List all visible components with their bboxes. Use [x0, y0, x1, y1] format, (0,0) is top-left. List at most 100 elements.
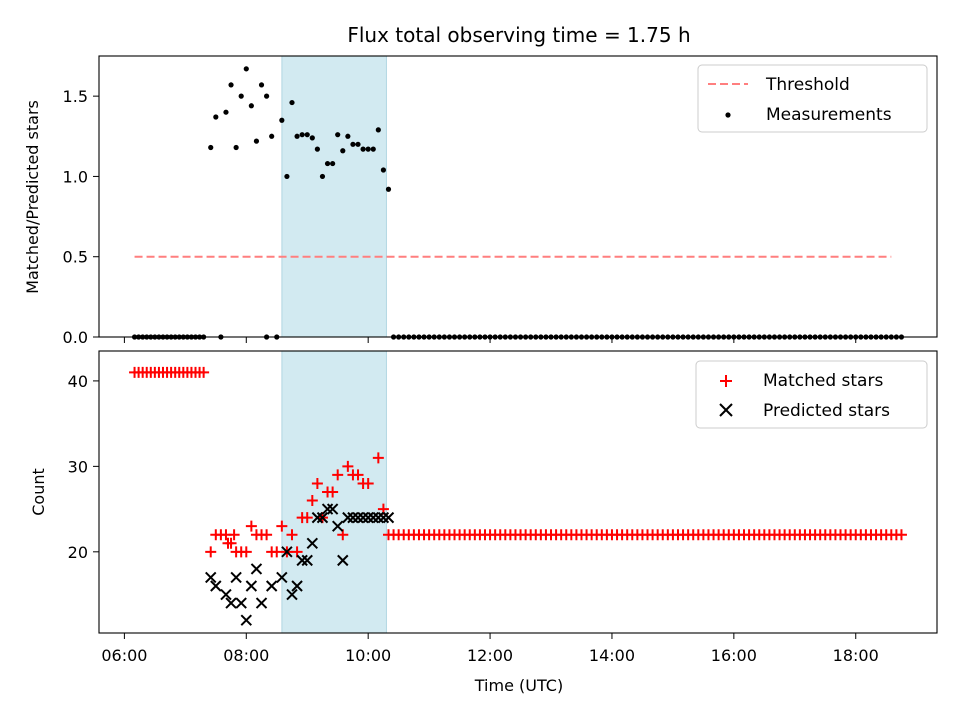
top-highlight-span	[281, 55, 387, 338]
bottom-series-1-point-25	[347, 511, 359, 524]
bottom-series-1-point-30	[372, 511, 385, 524]
xtick-label-3: 12:00	[467, 646, 513, 665]
bottom-series-1-point-17	[306, 537, 319, 549]
top-panel: 0.0 0.5 1.0 1.5 Matched/Predicted stars Thr…	[23, 55, 938, 347]
bottom-series-0-point-24	[228, 529, 240, 541]
bottom-series-1-point-32	[382, 511, 395, 524]
bottom-series-1-point-10	[265, 580, 278, 592]
top-series-0-point-21	[208, 144, 214, 151]
bottom-ytick-label-1: 30	[68, 457, 88, 476]
top-series-0-point-36	[294, 133, 300, 139]
top-series-0-point-33	[279, 117, 285, 123]
top-series-0-point-53	[380, 167, 387, 173]
top-series-0-point-48	[355, 141, 361, 147]
top-series-0-point-27	[243, 66, 249, 72]
xlabel: Time (UTC)	[474, 676, 563, 695]
bottom-series-0-point-40	[306, 495, 318, 507]
top-series-0-point-37	[299, 132, 305, 138]
legend-matched-swatch	[720, 375, 732, 387]
top-series-0-point-39	[309, 135, 315, 141]
top-series-0-point-41	[319, 173, 326, 180]
legend-measurements-label: Measurements	[766, 105, 892, 125]
bottom-series-1-point-16	[301, 554, 313, 567]
bottom-series-0-point-18	[205, 546, 217, 558]
top-ylabel: Matched/Predicted stars	[23, 100, 42, 294]
bottom-series-1-point-5	[235, 597, 247, 609]
bottom-series-1-point-9	[255, 597, 268, 609]
xtick-label-5: 16:00	[711, 646, 757, 665]
top-series-0-point-29	[253, 138, 260, 144]
bottom-series-0-point-36	[286, 529, 298, 541]
bottom-legend: Matched stars Predicted stars	[695, 360, 928, 429]
xtick-label-6: 18:00	[833, 646, 879, 665]
top-series-0-point-31	[264, 93, 270, 99]
top-series-0-point-32	[269, 133, 275, 139]
bottom-series-1-point-20	[321, 503, 334, 515]
bottom-series-0-point-155	[895, 529, 907, 541]
bottom-series-1-point-13	[286, 588, 298, 601]
top-series-0-point-30	[258, 82, 265, 88]
top-series-0-point-49	[360, 146, 366, 152]
xtick-label-4: 14:00	[589, 646, 635, 665]
bottom-series-1-point-29	[367, 511, 379, 524]
top-series-0-point-38	[304, 132, 310, 138]
top-series-0-point-42	[324, 160, 331, 167]
top-series-0-point-28	[248, 103, 254, 109]
bottom-series-0-point-51	[362, 477, 374, 489]
bottom-panel: 06:00 08:00 10:00 12:00 14:00 16:00 18:00 20 30…	[29, 350, 938, 695]
bottom-series-0-point-34	[276, 520, 288, 532]
bottom-series-0-point-27	[240, 546, 252, 558]
legend-predicted-label: Predicted stars	[763, 401, 890, 421]
bottom-series-1-point-18	[311, 511, 324, 524]
legend-threshold-label: Threshold	[765, 75, 850, 95]
bottom-series-1-point-22	[331, 520, 344, 532]
top-series-0-point-23	[223, 109, 229, 115]
bottom-ytick-label-0: 20	[68, 543, 88, 562]
xtick-label-1: 08:00	[223, 646, 269, 665]
bottom-series-0-point-49	[352, 469, 364, 481]
top-ytick-label-3: 1.5	[63, 87, 88, 106]
top-legend-frame	[697, 64, 928, 133]
top-series-0-point-45	[340, 148, 346, 154]
top-series-0-point-26	[238, 93, 244, 99]
chart-title: Flux total observing time = 1.75 h	[347, 23, 690, 47]
top-series-0-point-47	[350, 141, 356, 147]
legend-matched-label: Matched stars	[763, 371, 883, 391]
top-series-0-point-44	[335, 132, 341, 138]
bottom-ylabel: Count	[29, 468, 48, 516]
bottom-series-0-point-17	[198, 366, 210, 378]
bottom-series-1-point-26	[352, 511, 364, 524]
bottom-series-0-point-28	[245, 520, 257, 532]
bottom-series-1-point-14	[291, 580, 303, 592]
bottom-series-1-point-27	[357, 511, 369, 524]
bottom-series-1-point-19	[316, 511, 329, 524]
bottom-series-1-point-3	[225, 597, 237, 609]
top-ytick-label-2: 1.0	[63, 167, 88, 186]
bottom-series-1-point-1	[210, 580, 222, 592]
bottom-series-1-point-7	[245, 580, 258, 592]
top-legend: Threshold Measurements	[697, 64, 928, 133]
top-series-0-point-34	[284, 173, 290, 180]
top-series-0-point-24	[228, 82, 234, 88]
top-axes-frame	[98, 55, 938, 338]
legend-predicted-swatch	[719, 403, 733, 417]
top-series-0-point-54	[385, 186, 392, 192]
bottom-series-1-point-21	[326, 503, 339, 515]
bottom-series-1-point-4	[230, 571, 242, 584]
top-series-0-point-50	[365, 146, 371, 152]
bottom-series-0-point-45	[332, 469, 344, 481]
bottom-ytick-label-2: 40	[68, 372, 88, 391]
bottom-series-1-point-8	[250, 563, 263, 575]
bottom-series-0-point-39	[301, 512, 313, 524]
top-series-0-point-22	[213, 114, 219, 120]
top-ytick-label-0: 0.0	[63, 328, 88, 347]
bottom-series-1-point-23	[337, 554, 349, 567]
bottom-series-0-point-41	[311, 477, 323, 489]
bottom-series-0-point-33	[271, 546, 283, 558]
bottom-series-1-point-0	[205, 571, 217, 584]
bottom-axes-frame	[98, 350, 938, 634]
bottom-series-0-point-47	[342, 460, 354, 472]
xtick-label-2: 10:00	[345, 646, 391, 665]
top-series-0-point-35	[289, 99, 295, 106]
